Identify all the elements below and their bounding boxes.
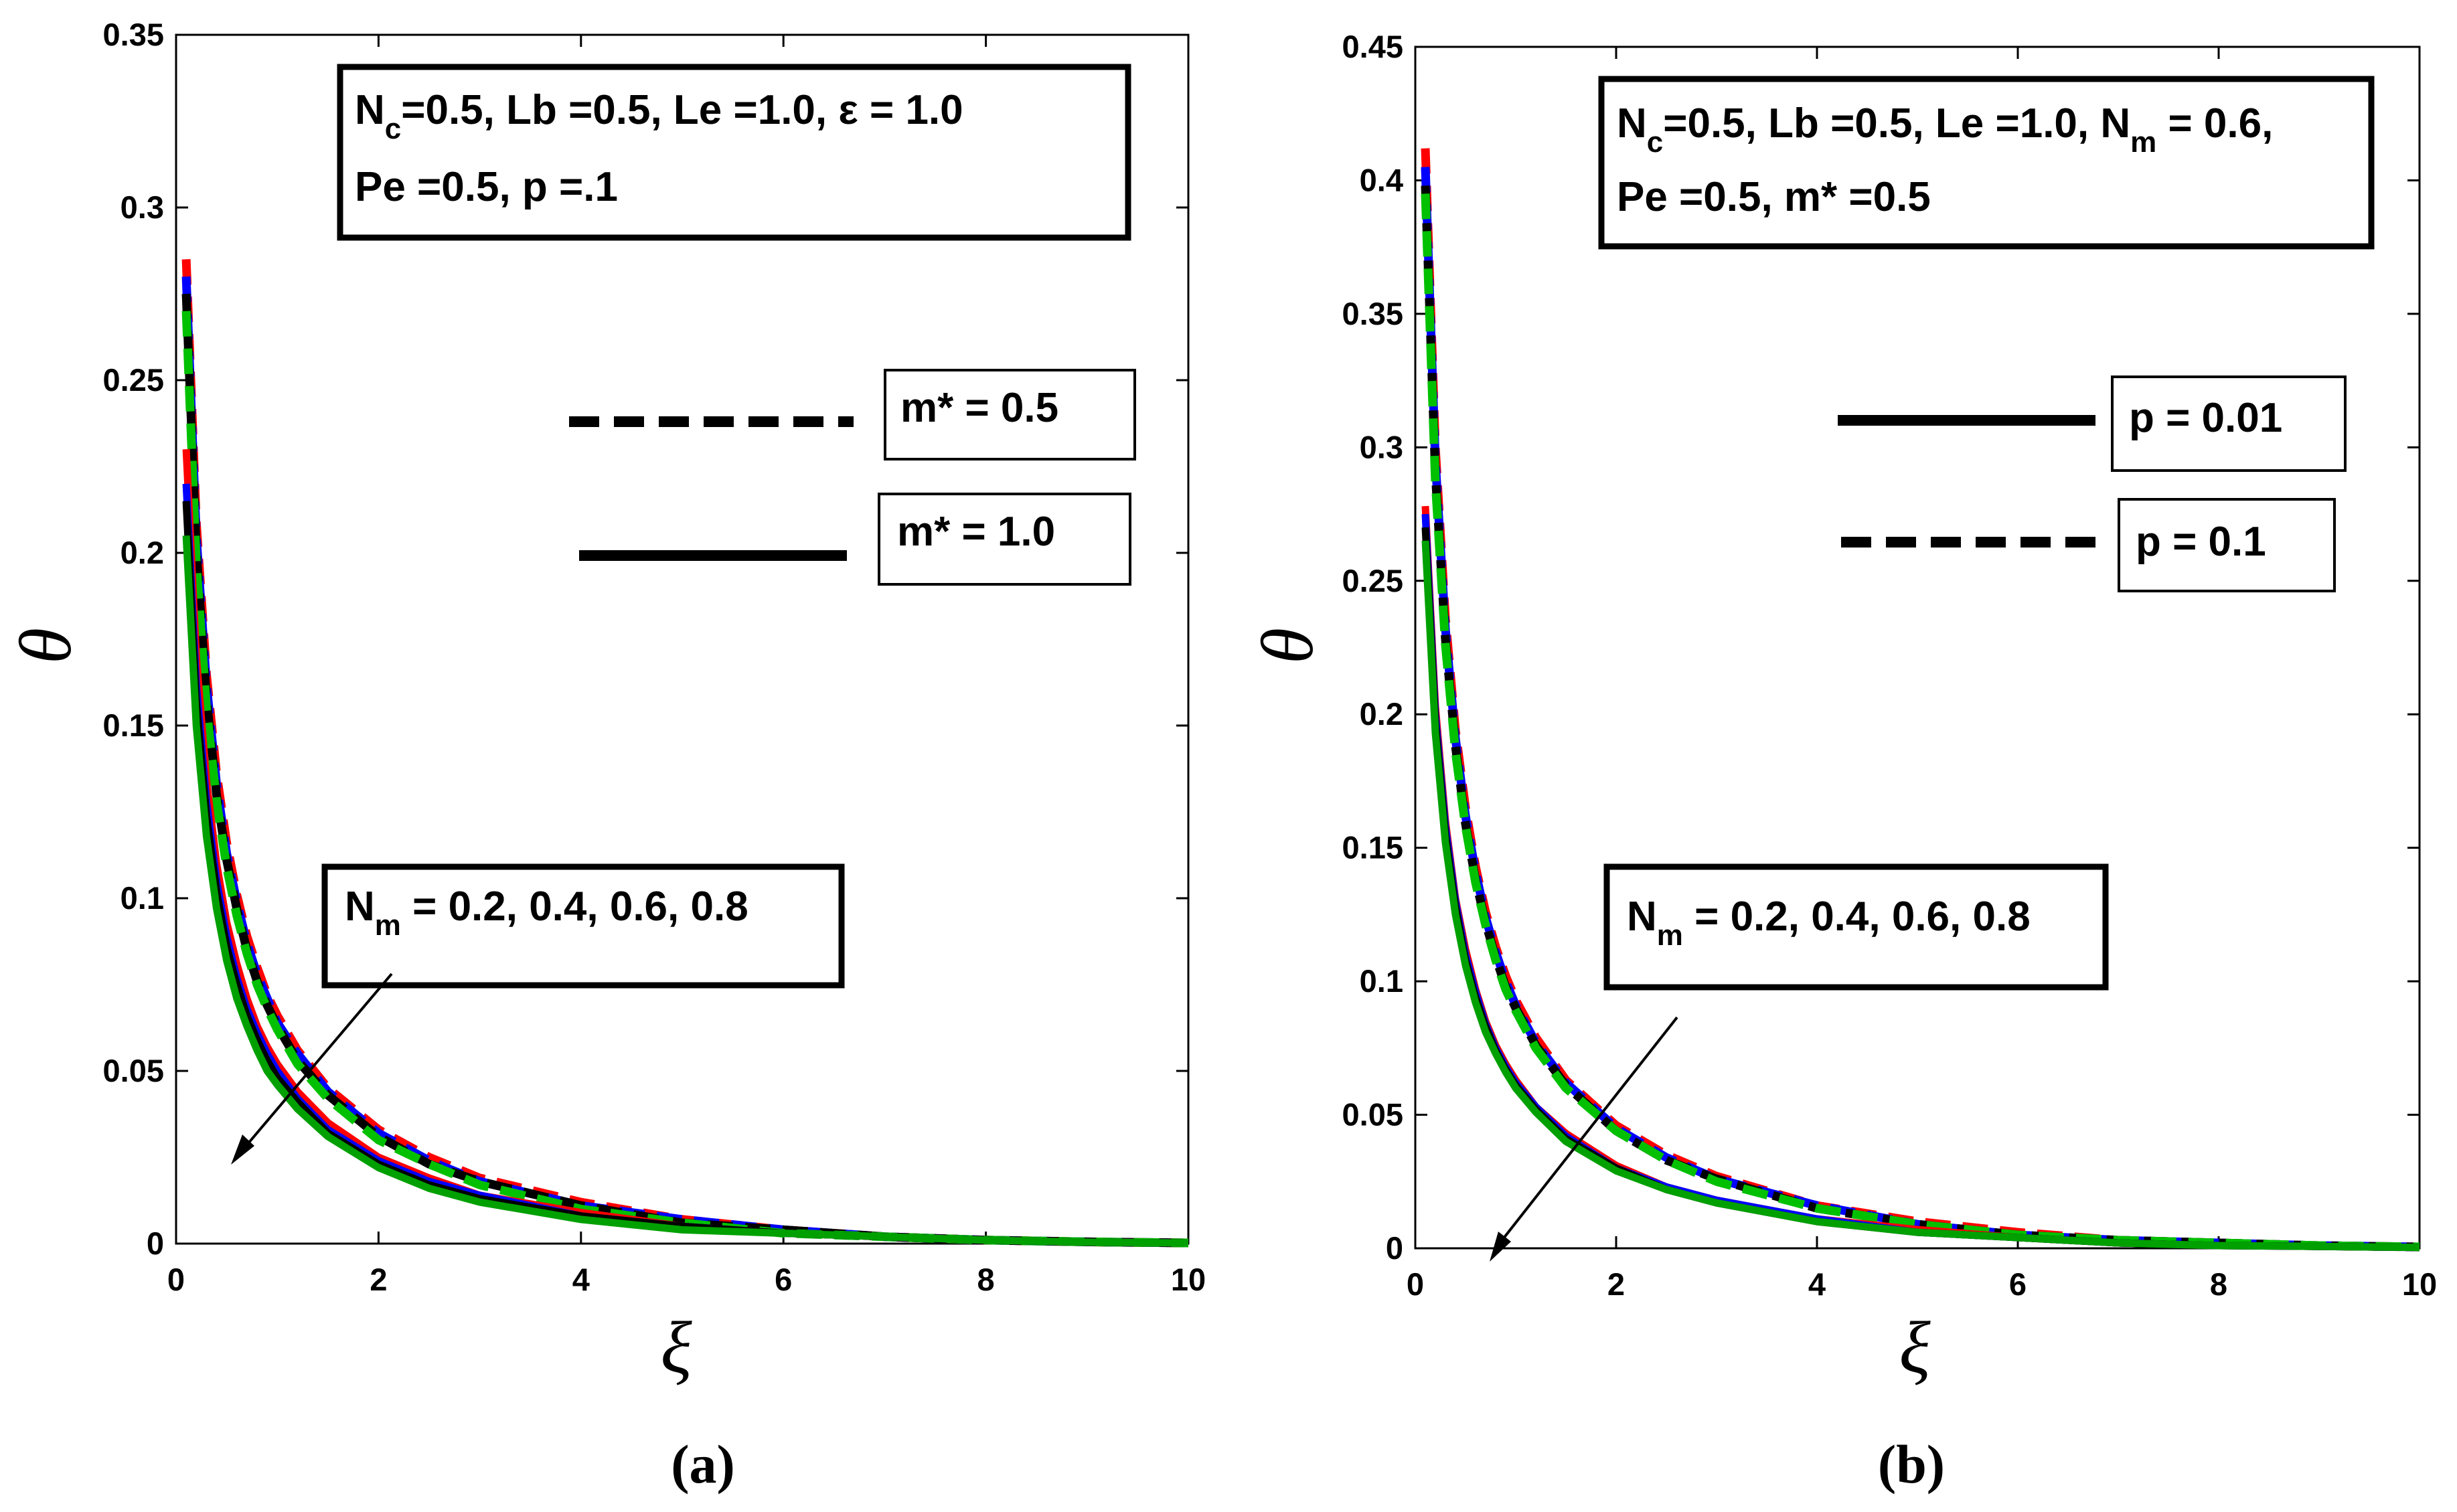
panel-label-a: (a) [671,1434,735,1495]
y-tick-label: 0.15 [103,707,164,743]
panel-b: 0 2 4 6 8 10 0 0.05 0.1 0.15 0.2 0.25 0.3 0.35 0.4 0.45… [1247,29,2437,1495]
y-tick-label: 0.3 [121,189,164,225]
y-tick-label: 0.45 [1342,29,1403,64]
legend-label-1-a: m* = 0.5 [900,385,1058,431]
annotation-box-b [1603,863,2109,991]
panel-a: 0 2 4 6 8 10 0 0.05 0.1 0.15 0.2 0.25 0.3 0.35 θ ξ (a… [5,17,1206,1495]
annotation-arrowhead-b [1490,1232,1511,1262]
y-tick-label: 0.05 [103,1053,164,1088]
y-tick-label: 0.35 [1342,296,1403,331]
x-tick-label: 8 [2210,1266,2227,1302]
y-tick-label: 0 [147,1226,164,1261]
y-tick-label: 0.4 [1360,162,1403,197]
series-line [1421,185,2420,1252]
x-tick-label: 0 [1407,1266,1424,1302]
y-tick-label: 0.25 [1342,563,1403,598]
x-tick-label: 6 [2009,1266,2027,1302]
x-tick-label: 4 [1808,1266,1826,1302]
y-tick-label: 0.2 [1360,696,1403,732]
legend-box-1-b [2111,375,2347,472]
y-tick-label: 0.1 [1360,963,1403,999]
legend-label-1-b: p = 0.01 [2129,395,2282,441]
y-tick-label: 0 [1386,1230,1403,1266]
y-axis-label-b: θ [1247,628,1328,664]
annotation-arrowhead-a [231,1135,254,1165]
annotation-box-a [321,863,845,989]
x-tick-label: 10 [1171,1262,1206,1297]
legend-label-2-a: m* = 1.0 [897,509,1055,555]
y-tick-label: 0.35 [103,17,164,52]
series-line [181,311,1189,1248]
x-axis-label-b: ξ [1899,1307,1931,1388]
x-tick-label: 0 [167,1262,185,1297]
x-tick-label: 10 [2402,1266,2437,1302]
params-box-a [337,64,1131,241]
params-box-b [1598,76,2375,250]
x-tick-label: 8 [977,1262,995,1297]
x-axis-label-a: ξ [660,1307,692,1388]
params-line2-b: Pe =0.5, m* =0.5 [1617,174,1931,220]
legend-box-2-b [2118,498,2336,592]
annotation-arrow-a [243,973,393,1149]
series-group-b [1421,148,2420,1252]
y-axis-label-a: θ [5,628,86,664]
legend-box-1-a [884,369,1136,460]
legend-label-2-b: p = 0.1 [2136,519,2266,565]
y-tick-label: 0.3 [1360,429,1403,465]
params-line2-a: Pe =0.5, p =.1 [355,164,618,210]
y-tick-label: 0.15 [1342,830,1403,865]
ticks-b: 0 2 4 6 8 10 0 0.05 0.1 0.15 0.2 0.25 0.3 0.35 0.4 0.45 [1342,29,2438,1302]
ticks-a: 0 2 4 6 8 10 0 0.05 0.1 0.15 0.2 0.25 0.3 0.35 [103,17,1206,1297]
series-line [1421,540,2420,1252]
legend-box-2-a [878,493,1131,586]
panel-label-b: (b) [1878,1434,1945,1495]
annotation-arrow-b [1497,1016,1678,1246]
x-tick-label: 2 [370,1262,387,1297]
x-tick-label: 2 [1607,1266,1625,1302]
y-tick-label: 0.1 [121,880,164,916]
y-tick-label: 0.25 [103,362,164,398]
annotation-text-a: Nm = 0.2, 0.4, 0.6, 0.8 [345,884,748,942]
params-line1-b: Nc=0.5, Lb =0.5, Le =1.0, Nm = 0.6, [1617,100,2273,159]
y-tick-label: 0.05 [1342,1097,1403,1132]
y-tick-label: 0.2 [121,535,164,570]
annotation-text-b: Nm = 0.2, 0.4, 0.6, 0.8 [1627,894,2031,952]
x-tick-label: 6 [775,1262,792,1297]
x-tick-label: 4 [572,1262,590,1297]
series-line [182,535,1189,1247]
params-line1-a: Nc=0.5, Lb =0.5, Le =1.0, ε = 1.0 [355,87,963,145]
